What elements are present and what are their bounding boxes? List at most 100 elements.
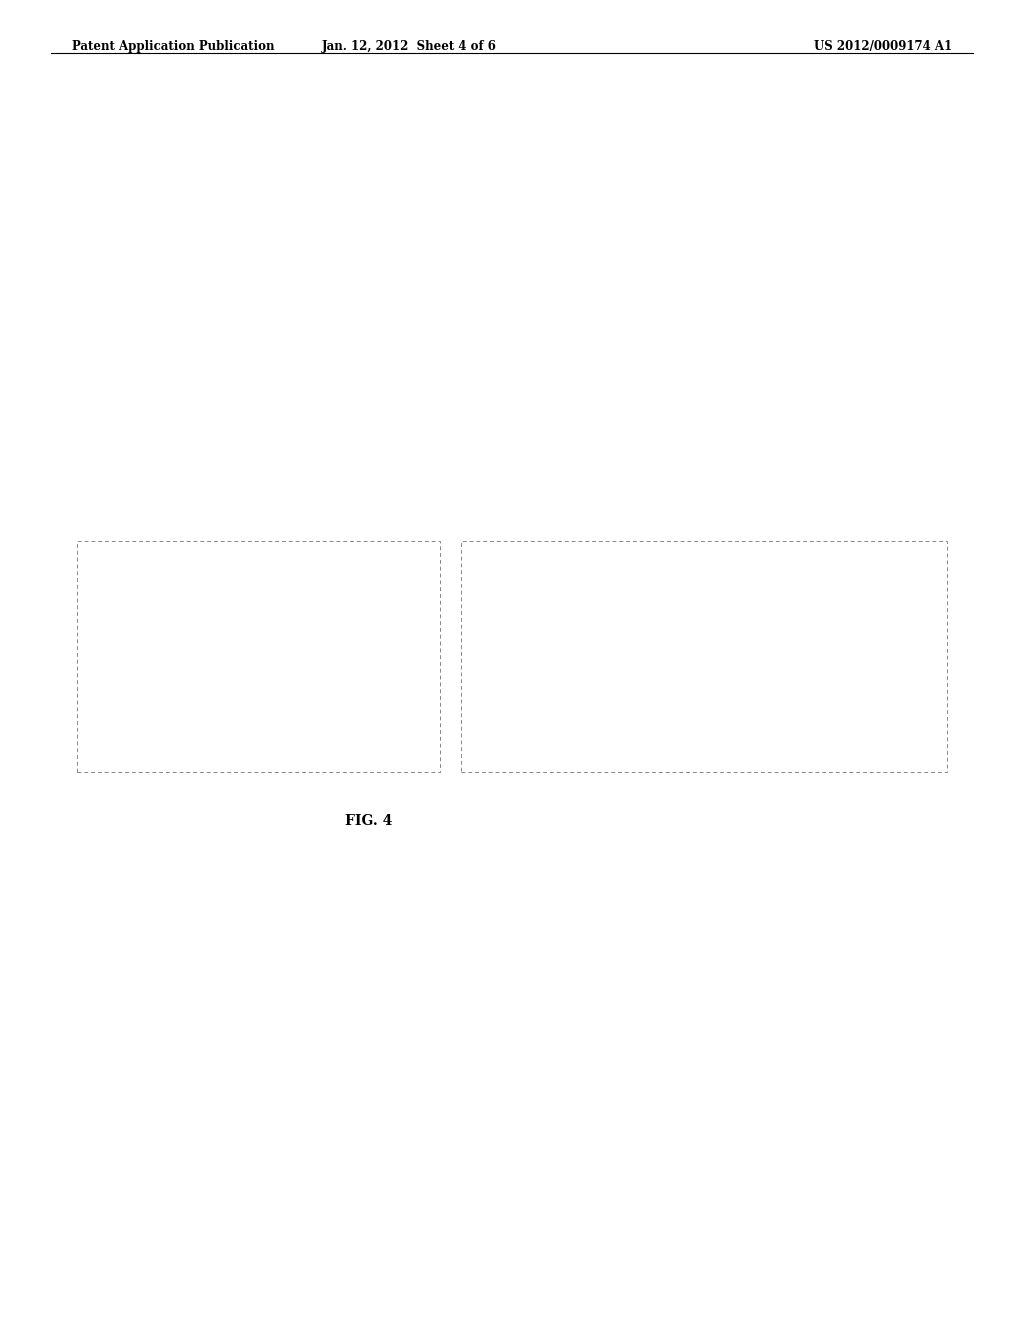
Point [108,737,124,758]
Point [504,717,520,738]
Point [100,723,117,744]
Point [278,619,294,640]
Point [503,722,519,743]
Point [531,706,548,727]
Point [110,733,126,754]
Point [111,741,127,762]
Point [110,737,126,758]
Point [108,742,124,763]
Point [106,725,123,746]
Point [502,726,518,747]
Point [624,681,640,702]
Point [506,723,522,744]
Point [129,731,145,752]
Point [134,741,151,762]
Point [504,722,520,743]
Point [516,714,532,735]
Point [101,733,118,754]
Point [499,725,515,746]
Point [97,727,114,748]
Point [532,713,549,734]
Point [118,738,134,759]
Point [510,718,526,739]
Point [579,698,595,719]
Point [498,725,514,746]
Point [100,733,117,754]
Point [494,726,510,747]
Point [530,713,547,734]
Point [498,722,514,743]
Point [129,725,145,746]
Point [194,615,211,636]
Point [500,726,516,747]
Point [496,725,512,746]
Point [97,741,114,762]
Point [111,739,127,760]
Point [505,721,521,742]
Point [101,735,118,756]
Point [97,726,114,747]
Point [132,739,148,760]
Point [132,741,148,762]
Point [524,711,541,733]
Point [134,730,151,751]
Point [532,698,549,719]
Point [514,717,530,738]
Point [531,710,548,731]
Point [99,742,116,763]
Point [532,711,549,733]
Point [141,734,158,755]
Point [505,717,521,738]
Point [529,710,546,731]
Point [110,741,126,762]
Point [498,718,514,739]
Point [99,733,116,754]
Point [567,701,584,722]
Point [521,717,538,738]
Point [94,735,111,756]
Point [105,739,122,760]
Point [501,723,517,744]
Point [103,735,120,756]
Point [526,709,543,730]
Point [512,726,528,747]
Point [501,725,517,746]
Point [494,725,510,746]
Point [95,738,112,759]
Point [96,719,113,741]
Point [519,711,536,733]
Point [499,722,515,743]
Point [497,725,513,746]
Point [118,738,134,759]
Point [96,681,113,702]
Point [97,737,114,758]
Point [501,722,517,743]
Point [840,577,856,598]
Point [530,711,547,733]
Point [520,715,537,737]
Point [502,714,518,735]
Point [118,718,134,739]
Point [150,729,166,750]
Point [100,738,117,759]
Point [108,727,124,748]
Point [495,725,511,746]
Point [500,725,516,746]
Point [507,718,523,739]
Point [499,722,515,743]
Point [526,710,543,731]
Point [495,726,511,747]
Point [140,706,157,727]
Point [96,737,113,758]
Point [500,723,516,744]
Point [97,742,114,763]
Point [101,731,118,752]
Point [112,729,128,750]
Point [96,738,113,759]
Point [554,706,570,727]
Point [556,697,572,718]
Point [101,739,118,760]
Point [113,727,129,748]
Point [523,715,540,737]
Point [99,730,116,751]
